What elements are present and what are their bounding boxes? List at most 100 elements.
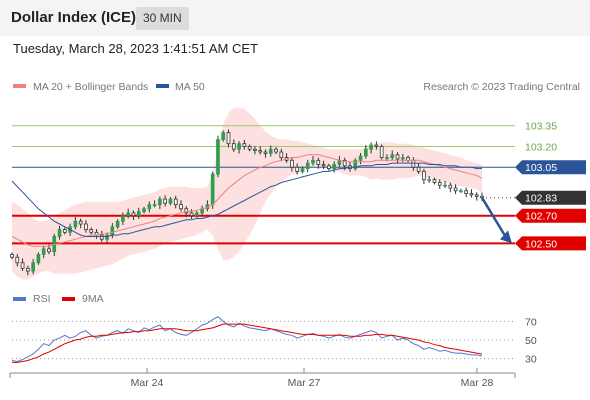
candle: [194, 210, 199, 218]
candle: [258, 146, 263, 155]
candle: [10, 252, 14, 260]
price-levels: 103.35 103.20 103.05 102.83 102.70 102.50: [12, 121, 586, 251]
time-tick-label: Mar 24: [131, 377, 164, 389]
rsi-line: [11, 316, 483, 363]
legend-swatch-ma50: [156, 84, 169, 88]
candle: [121, 212, 125, 225]
candle: [374, 141, 379, 150]
candle: [31, 259, 35, 275]
candle: [62, 227, 67, 235]
time-tick-label: Mar 27: [288, 377, 321, 389]
candle: [432, 177, 437, 185]
legend-label-rsi: RSI: [33, 293, 51, 305]
candle: [237, 141, 241, 154]
level-label-103.20: 103.20: [525, 141, 557, 153]
candle: [290, 157, 294, 172]
candle: [437, 179, 442, 189]
candle: [168, 197, 173, 206]
candle: [311, 156, 315, 166]
legend-swatch-rsi-ma: [62, 297, 75, 301]
candle: [173, 195, 178, 209]
candle: [131, 210, 136, 220]
rsi-legend: RSI 9MA: [13, 293, 104, 305]
candle: [147, 201, 152, 213]
level-tag-102.83: [515, 190, 586, 205]
candle: [427, 175, 432, 183]
interval-badge[interactable]: 30 MIN: [136, 7, 189, 30]
candle: [73, 216, 78, 230]
level-tag-103.05: [515, 160, 586, 175]
candle: [295, 163, 300, 175]
candle: [36, 252, 41, 265]
time-axis: Mar 24 Mar 27 Mar 28: [9, 368, 516, 389]
candles: [10, 129, 484, 276]
candle: [305, 159, 310, 173]
candle: [316, 157, 321, 169]
candle: [189, 209, 194, 219]
candle: [263, 149, 268, 158]
ma20-line: [11, 154, 483, 247]
candle: [279, 148, 284, 162]
candle: [274, 147, 278, 155]
candle: [231, 139, 236, 152]
bollinger-bands: [12, 107, 482, 280]
candle: [416, 162, 421, 175]
candle: [321, 160, 326, 170]
candle: [20, 258, 25, 271]
level-label-103.35: 103.35: [525, 121, 557, 133]
bollinger-band-area: [12, 107, 482, 280]
candle: [142, 206, 146, 214]
rsi-lines: [11, 316, 483, 363]
instrument-title: Dollar Index (ICE): [11, 9, 137, 26]
level-tag-102.50: [515, 236, 586, 251]
candle: [363, 144, 368, 159]
candle: [226, 129, 231, 148]
ma50-line: [11, 162, 482, 237]
legend-swatch-rsi: [13, 297, 26, 301]
level-label-102.50: 102.50: [525, 238, 557, 250]
candle: [84, 220, 88, 233]
candle: [443, 180, 447, 188]
legend-label-ma50: MA 50: [175, 81, 205, 93]
candle: [474, 192, 479, 201]
candle: [379, 144, 384, 160]
candle: [15, 254, 20, 267]
level-label-102.83: 102.83: [525, 193, 557, 205]
candle: [395, 152, 400, 164]
candle: [57, 225, 62, 240]
candle: [300, 166, 305, 174]
candle: [453, 184, 458, 194]
candle: [464, 187, 468, 198]
candle: [242, 139, 247, 150]
level-label-103.05: 103.05: [525, 162, 557, 174]
level-label-102.70: 102.70: [525, 211, 557, 223]
rsi-tick-50: 50: [525, 335, 537, 347]
candle: [158, 196, 162, 209]
forecast-arrow-head: [500, 230, 512, 244]
candle: [422, 168, 426, 184]
candle: [253, 146, 257, 155]
timestamp: Tuesday, March 28, 2023 1:41:51 AM CET: [13, 41, 258, 56]
candle: [216, 135, 220, 178]
rsi-tick-30: 30: [525, 354, 537, 366]
candle: [136, 207, 141, 219]
candle: [448, 182, 453, 193]
forecast-arrow-shaft: [480, 197, 508, 239]
legend-label-bollinger: MA 20 + Bollinger Bands: [33, 81, 148, 93]
candle: [163, 195, 167, 207]
rsi-grid: 70 50 30: [12, 316, 537, 366]
candle: [247, 144, 252, 152]
candle: [221, 130, 226, 142]
forecast-arrow: [480, 197, 512, 244]
candle: [26, 265, 30, 276]
header-bar: Dollar Index (ICE) 30 MIN: [0, 0, 590, 36]
copyright: Research © 2023 Trading Central: [423, 81, 580, 93]
candle: [41, 245, 46, 259]
candle: [469, 189, 474, 198]
rsi-ma-line: [12, 323, 483, 363]
time-tick-label: Mar 28: [461, 377, 494, 389]
main-legend: MA 20 + Bollinger Bands MA 50 Research ©…: [13, 81, 580, 93]
candle: [115, 219, 120, 229]
legend-label-rsi-ma: 9MA: [82, 293, 104, 305]
